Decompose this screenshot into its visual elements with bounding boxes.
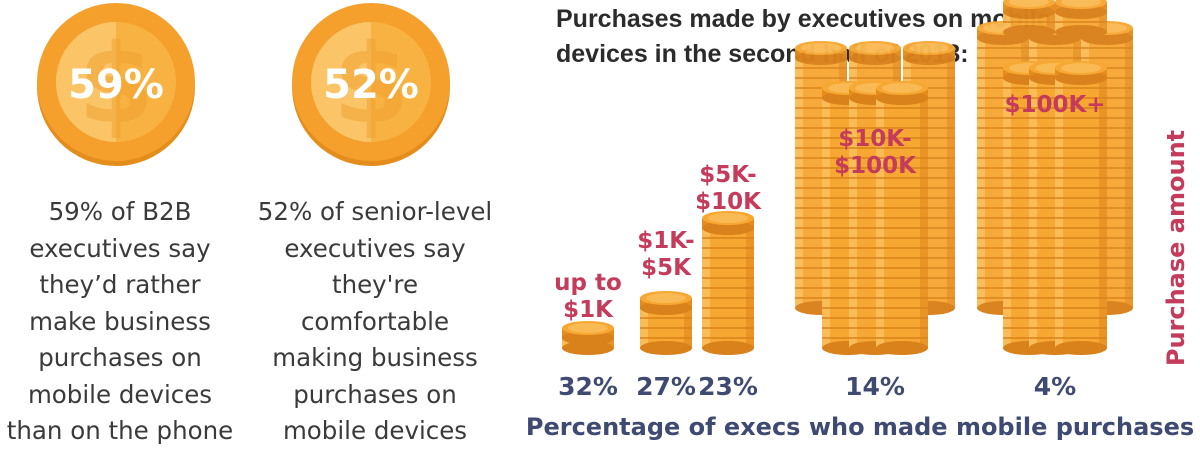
- percent-label: 23%: [698, 372, 758, 401]
- dollar-coin-icon: $ 52%: [292, 3, 450, 166]
- purchase-amount-label: $5K-$10K: [695, 162, 762, 215]
- coin-stack-3: [702, 211, 754, 355]
- coin-stack-chart: 32% 27% 23% 14% 4% up to $1K $1K-$5K$5K-$10K $10…: [526, 0, 1194, 441]
- x-axis-label: Percentage of execs who made mobile purc…: [526, 413, 1194, 441]
- percent-label: 32%: [558, 372, 618, 401]
- percent-label: 27%: [636, 372, 696, 401]
- stat-value-59: 59%: [68, 62, 164, 108]
- stat-description-59: 59% of B2B executives say they’d rather …: [6, 197, 234, 445]
- percent-label: 4%: [1034, 372, 1076, 401]
- y-axis-label: Purchase amount: [1162, 130, 1190, 366]
- svg-text:$: $: [78, 20, 155, 148]
- coin-stack-4: [795, 41, 955, 355]
- purchase-amount-label: $100K+: [1004, 92, 1105, 118]
- purchase-amount-label: $1K-$5K: [637, 228, 694, 281]
- dollar-coin-icon: $ 59%: [37, 3, 195, 166]
- stat-description-52: 52% of senior-level executives say they'…: [257, 197, 493, 445]
- coin-stack-5: [977, 0, 1133, 355]
- svg-text:$: $: [333, 20, 410, 148]
- percent-label: 14%: [845, 372, 905, 401]
- purchase-amount-label: up to $1K: [554, 270, 622, 323]
- purchase-amount-label: $10K-$100K: [834, 126, 917, 179]
- coin-stack-1: [562, 321, 614, 355]
- coin-stack-2: [640, 291, 692, 355]
- stat-value-52: 52%: [323, 62, 419, 108]
